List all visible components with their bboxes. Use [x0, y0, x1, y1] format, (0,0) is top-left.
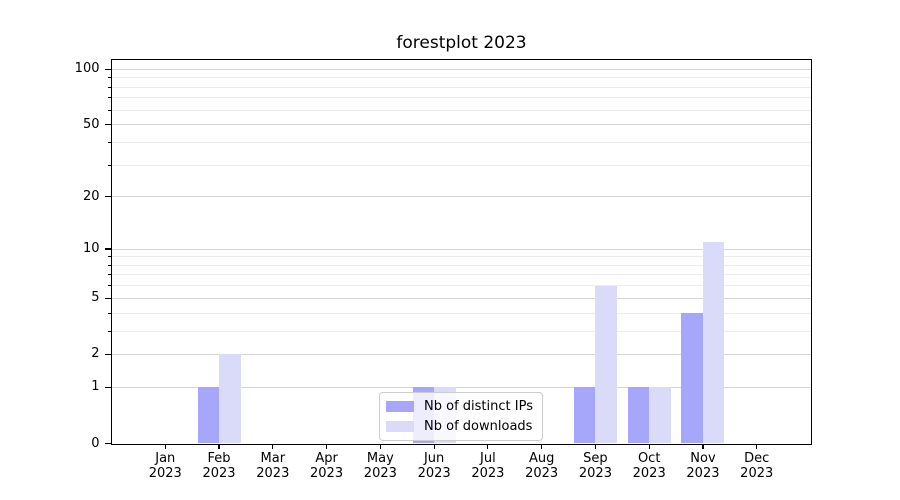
- chart-title: forestplot 2023: [396, 33, 527, 53]
- x-tick-label-apr: Apr 2023: [310, 450, 344, 482]
- y-tick-label-100: 100: [74, 61, 100, 77]
- legend-item-distinct-ips: Nb of distinct IPs: [386, 398, 533, 415]
- x-tick-label-nov: Nov 2023: [686, 450, 720, 482]
- x-tick-label-jul: Jul 2023: [471, 450, 505, 482]
- gridline-major: [111, 297, 811, 299]
- y-minortick-3: [107, 330, 111, 332]
- gridline-minor: [111, 77, 811, 79]
- y-tick-20: [104, 196, 111, 198]
- legend-swatch-downloads: [386, 420, 415, 432]
- y-tick-1: [104, 386, 111, 388]
- gridline-minor: [111, 274, 811, 276]
- gridline-minor: [111, 285, 811, 287]
- x-tick-aug: [541, 443, 543, 449]
- y-tick-label-5: 5: [91, 290, 100, 306]
- x-tick-label-feb: Feb 2023: [202, 450, 236, 482]
- y-minortick-6: [107, 285, 111, 287]
- gridline-major: [111, 353, 811, 355]
- y-tick-100: [104, 68, 111, 70]
- x-tick-oct: [648, 443, 650, 449]
- x-tick-jun: [433, 443, 435, 449]
- gridline-major: [111, 196, 811, 198]
- gridline-minor: [111, 312, 811, 314]
- gridline-minor: [111, 330, 811, 332]
- gridline-major: [111, 68, 811, 70]
- bar-sep-ips: [573, 387, 596, 444]
- gridline-minor: [111, 109, 811, 111]
- x-tick-sep: [594, 443, 596, 449]
- y-minortick-30: [107, 164, 111, 166]
- legend-item-downloads: Nb of downloads: [386, 418, 533, 435]
- x-tick-apr: [325, 443, 328, 449]
- legend-label-downloads: Nb of downloads: [424, 418, 533, 434]
- x-tick-may: [379, 443, 381, 449]
- x-tick-jan: [164, 443, 166, 449]
- y-minortick-90: [107, 77, 111, 79]
- gridline-minor: [111, 97, 811, 99]
- y-tick-label-2: 2: [91, 346, 100, 362]
- gridline-major: [111, 124, 811, 126]
- x-tick-label-oct: Oct 2023: [632, 450, 666, 482]
- bar-feb-ips: [197, 387, 220, 444]
- y-minortick-70: [107, 97, 111, 99]
- x-tick-label-mar: Mar 2023: [256, 450, 290, 482]
- y-minortick-80: [107, 86, 111, 88]
- x-tick-mar: [272, 443, 274, 449]
- x-tick-label-sep: Sep 2023: [578, 450, 612, 482]
- y-tick-10: [104, 248, 111, 250]
- x-tick-jul: [487, 443, 489, 449]
- legend: Nb of distinct IPs Nb of downloads: [379, 391, 543, 441]
- y-tick-0: [104, 442, 111, 445]
- bar-nov-ips: [681, 313, 703, 444]
- y-minortick-8: [107, 264, 111, 266]
- y-tick-label-50: 50: [82, 116, 100, 132]
- gridline-major: [111, 386, 811, 388]
- y-minortick-9: [107, 256, 111, 258]
- x-tick-dec: [756, 443, 758, 449]
- x-tick-label-jun: Jun 2023: [417, 450, 451, 482]
- y-tick-label-20: 20: [82, 188, 100, 204]
- gridline-minor: [111, 86, 811, 88]
- y-tick-label-10: 10: [82, 241, 100, 257]
- y-minortick-60: [107, 109, 111, 111]
- y-minortick-40: [107, 141, 111, 143]
- bar-nov-downloads: [702, 242, 725, 444]
- x-tick-nov: [702, 443, 704, 449]
- bar-oct-ips: [627, 387, 650, 444]
- gridline-major: [111, 248, 811, 250]
- bar-feb-downloads: [219, 354, 241, 444]
- x-tick-feb: [218, 443, 220, 449]
- bar-sep-downloads: [595, 285, 617, 444]
- gridline-minor: [111, 264, 811, 266]
- gridline-minor: [111, 256, 811, 258]
- gridline-minor: [111, 164, 811, 166]
- y-tick-2: [104, 353, 111, 355]
- y-tick-label-0: 0: [91, 435, 100, 451]
- y-tick-5: [104, 297, 111, 299]
- x-tick-label-dec: Dec 2023: [740, 450, 774, 482]
- x-tick-label-aug: Aug 2023: [525, 450, 559, 482]
- y-tick-label-1: 1: [91, 379, 100, 395]
- x-tick-label-may: May 2023: [363, 450, 397, 482]
- legend-swatch-distinct-ips: [386, 400, 415, 412]
- y-minortick-4: [107, 312, 111, 314]
- y-minortick-7: [107, 274, 111, 276]
- legend-label-distinct-ips: Nb of distinct IPs: [424, 398, 533, 414]
- plot-area: Nb of distinct IPs Nb of downloads 0 1 2 5 1…: [75, 58, 812, 481]
- gridline-minor: [111, 141, 811, 143]
- x-tick-label-jan: Jan 2023: [148, 450, 182, 482]
- y-tick-50: [104, 124, 111, 126]
- bar-oct-downloads: [649, 387, 671, 444]
